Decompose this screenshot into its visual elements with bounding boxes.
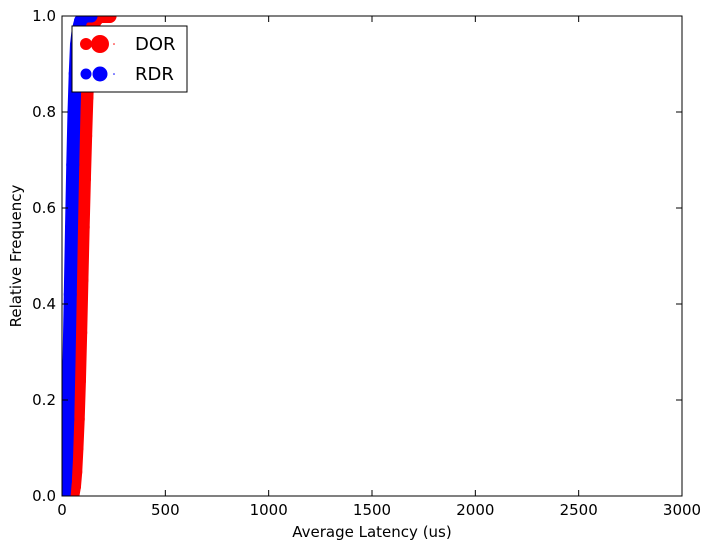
legend-label: DOR	[135, 34, 176, 55]
y-tick-label: 0.6	[32, 199, 56, 217]
legend-marker	[80, 38, 92, 50]
y-tick-label: 0.2	[32, 391, 56, 409]
data-point-rdr	[62, 412, 75, 426]
legend-marker-dot	[113, 43, 115, 45]
data-point-rdr	[65, 220, 79, 234]
legend-marker	[80, 68, 92, 80]
data-point-dor	[71, 373, 86, 388]
y-tick-label: 0.4	[32, 295, 56, 313]
y-axis-title: Relative Frequency	[7, 185, 25, 328]
legend-box	[71, 25, 188, 93]
data-point-rdr	[62, 355, 76, 369]
x-tick-label: 0	[57, 501, 67, 519]
data-point-dor	[75, 220, 90, 235]
legend: DOR RDR	[71, 25, 188, 93]
data-point-dor	[102, 16, 117, 23]
legend-item-dor: DOR	[80, 34, 176, 55]
x-tick-label: 3000	[663, 501, 701, 519]
data-point-rdr	[63, 287, 77, 301]
x-tick-label: 2500	[560, 501, 598, 519]
x-tick-label: 1000	[250, 501, 288, 519]
legend-marker	[91, 35, 109, 53]
legend-item-rdr: RDR	[80, 64, 174, 85]
data-point-rdr	[62, 451, 74, 465]
x-tick-label: 500	[151, 501, 180, 519]
y-tick-label: 1.0	[32, 7, 56, 25]
x-axis-title: Average Latency (us)	[292, 523, 451, 541]
legend-marker	[92, 66, 108, 82]
legend-entries: DOR RDR	[80, 34, 176, 85]
data-point-dor	[79, 90, 94, 105]
data-point-dor	[78, 129, 93, 143]
data-point-rdr	[62, 489, 71, 496]
data-point-rdr	[84, 16, 98, 23]
y-tick-label: 0.8	[32, 103, 56, 121]
x-tick-label: 2000	[456, 501, 494, 519]
data-point-rdr	[67, 105, 81, 119]
axis-ticks: 0 500 1000 1500 2000 2500 3000 0.0 0.2 0.4 0.6 0.8 1…	[32, 7, 701, 519]
data-point-dor	[73, 325, 88, 340]
x-tick-label: 1500	[353, 501, 391, 519]
data-point-dor	[74, 273, 89, 287]
y-tick-label: 0.0	[32, 487, 56, 505]
data-point-rdr	[62, 475, 72, 489]
legend-marker-dot	[113, 73, 115, 75]
legend-label: RDR	[135, 64, 174, 85]
data-point-rdr	[66, 158, 80, 172]
data-point-dor	[76, 172, 91, 187]
